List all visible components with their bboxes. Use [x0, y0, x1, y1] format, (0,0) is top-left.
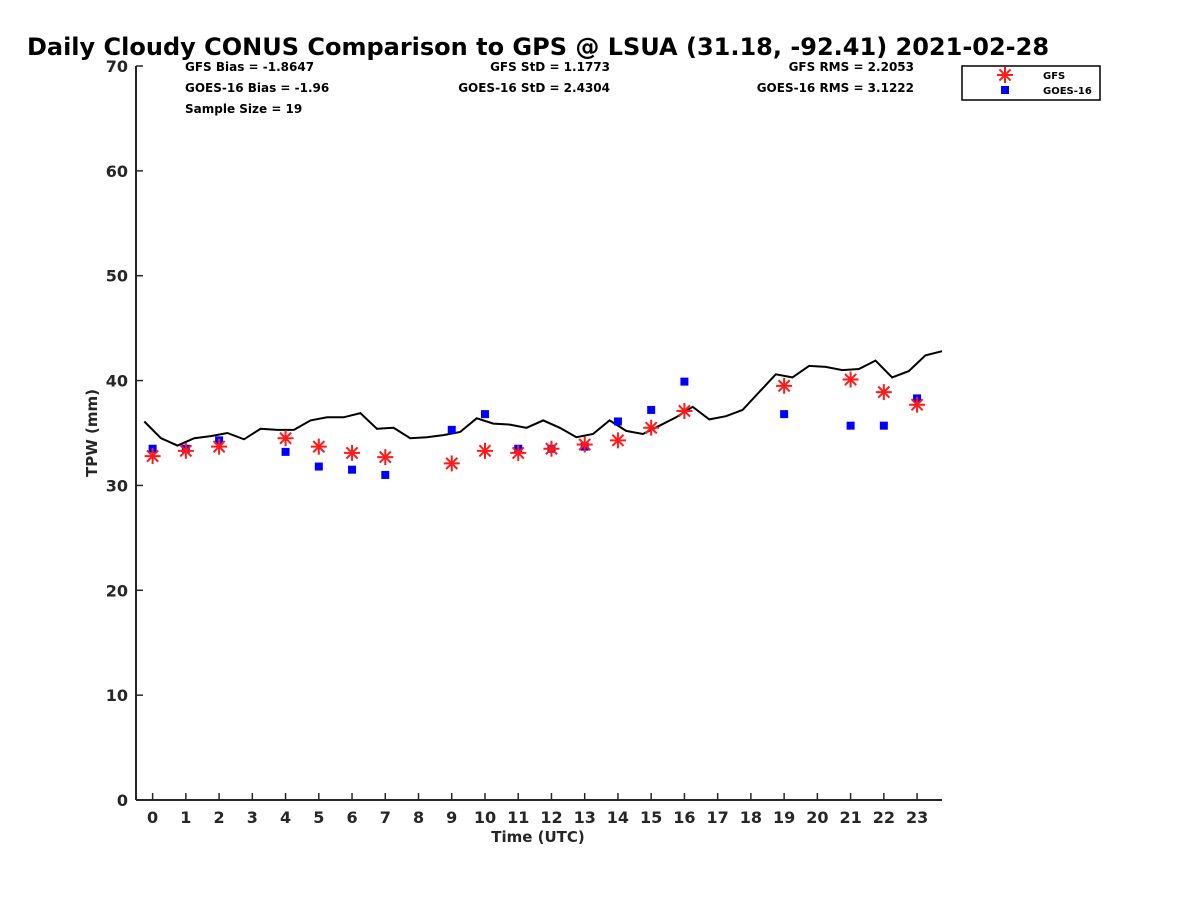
x-tick-label: 3 — [247, 808, 258, 827]
x-tick-label: 20 — [806, 808, 828, 827]
x-tick-label: 18 — [740, 808, 762, 827]
x-tick-label: 5 — [313, 808, 324, 827]
gfs-point — [476, 442, 493, 459]
gfs-point — [443, 455, 460, 472]
gfs-point — [310, 438, 327, 455]
gfs-point — [377, 449, 394, 466]
goes16-point — [613, 417, 622, 426]
goes16-point — [348, 465, 357, 474]
goes16-point — [281, 447, 290, 456]
goes16-point — [480, 410, 489, 419]
x-tick-label: 13 — [574, 808, 596, 827]
goes16-point — [647, 405, 656, 414]
y-tick-label: 30 — [106, 476, 128, 495]
plot-area — [143, 350, 943, 479]
gfs-rms-text: GFS RMS = 2.2053 — [789, 60, 914, 74]
x-tick-label: 1 — [180, 808, 191, 827]
y-axis-label: TPW (mm) — [83, 389, 101, 477]
x-tick-label: 21 — [839, 808, 861, 827]
sample-size-text: Sample Size = 19 — [185, 102, 302, 116]
gfs-point — [144, 448, 161, 465]
x-tick-label: 4 — [280, 808, 291, 827]
goes-bias-text: GOES-16 Bias = -1.96 — [185, 81, 329, 95]
legend-gfs-label: GFS — [1043, 71, 1065, 82]
gfs-point — [576, 436, 593, 453]
legend-goes-marker — [1001, 86, 1009, 94]
x-tick-label: 6 — [346, 808, 357, 827]
legend-goes-label: GOES-16 — [1043, 86, 1092, 97]
stats-block: GFS Bias = -1.8647 GOES-16 Bias = -1.96 … — [185, 60, 914, 116]
x-tick-label: 22 — [873, 808, 895, 827]
goes16-point — [381, 470, 390, 479]
x-tick-label: 8 — [413, 808, 424, 827]
gfs-std-text: GFS StD = 1.1773 — [490, 60, 610, 74]
y-tick-label: 40 — [106, 372, 128, 391]
gfs-point — [609, 432, 626, 449]
gfs-point — [909, 396, 926, 413]
x-tick-label: 9 — [446, 808, 457, 827]
x-tick-label: 10 — [474, 808, 496, 827]
chart-title: Daily Cloudy CONUS Comparison to GPS @ L… — [27, 33, 1049, 61]
y-tick-label: 50 — [106, 267, 128, 286]
goes-rms-text: GOES-16 RMS = 3.1222 — [757, 81, 914, 95]
gfs-point — [842, 371, 859, 388]
goes16-point — [680, 377, 689, 386]
x-tick-label: 16 — [673, 808, 695, 827]
goes16-point — [314, 462, 323, 471]
goes16-point — [846, 421, 855, 430]
legend-box — [961, 65, 1101, 101]
x-tick-label: 23 — [906, 808, 928, 827]
goes16-point — [780, 410, 789, 419]
gfs-point — [211, 438, 228, 455]
axes — [135, 66, 942, 801]
legend-gfs-asterisk — [997, 67, 1013, 83]
legend-gfs-marker — [997, 67, 1013, 83]
gfs-point — [543, 440, 560, 457]
gfs-bias-text: GFS Bias = -1.8647 — [185, 60, 314, 74]
y-tick-label: 0 — [117, 791, 128, 810]
gfs-point — [875, 384, 892, 401]
x-tick-label: 7 — [380, 808, 391, 827]
y-tick-label: 60 — [106, 162, 128, 181]
goes-std-text: GOES-16 StD = 2.4304 — [458, 81, 610, 95]
gps-series-line — [143, 350, 943, 447]
goes16-point — [879, 421, 888, 430]
y-tick-label: 10 — [106, 686, 128, 705]
gfs-point — [676, 402, 693, 419]
gfs-point — [177, 442, 194, 459]
goes16-point — [447, 425, 456, 434]
y-tick-label: 70 — [106, 57, 128, 76]
ticks: 0 1 2 3 4 5 6 7 8 9 10 11 12 13 14 15 16 17 18 19 20 21 22 2301… — [106, 57, 928, 827]
gfs-point — [510, 444, 527, 461]
gfs-point — [277, 430, 294, 447]
x-axis-label: Time (UTC) — [491, 828, 585, 846]
x-tick-label: 15 — [640, 808, 662, 827]
x-tick-label: 19 — [773, 808, 795, 827]
x-tick-label: 17 — [707, 808, 729, 827]
legend: GFS GOES-16 — [961, 65, 1101, 101]
gfs-point — [344, 444, 361, 461]
x-tick-label: 12 — [540, 808, 562, 827]
gfs-point — [643, 419, 660, 436]
x-tick-label: 0 — [147, 808, 158, 827]
x-tick-label: 11 — [507, 808, 529, 827]
y-tick-label: 20 — [106, 581, 128, 600]
x-tick-label: 2 — [214, 808, 225, 827]
gfs-point — [776, 377, 793, 394]
x-tick-label: 14 — [607, 808, 629, 827]
